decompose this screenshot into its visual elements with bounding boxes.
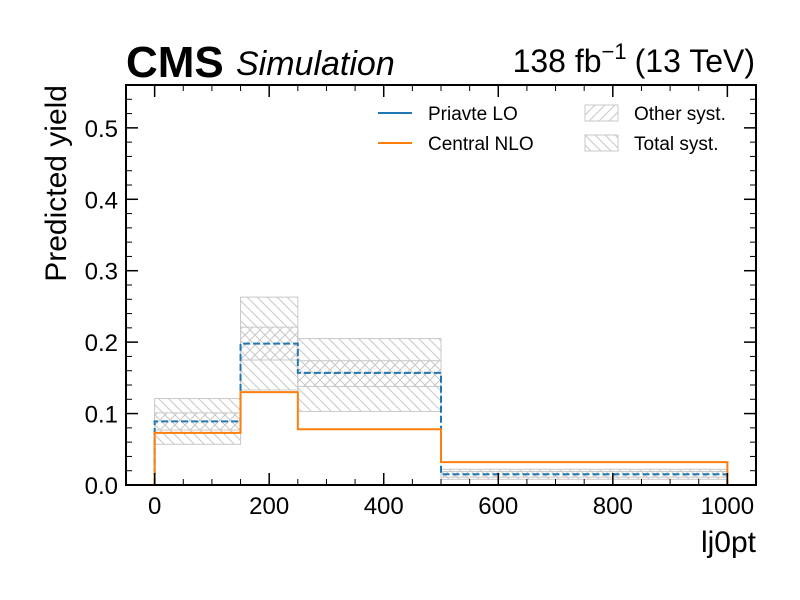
series-lines xyxy=(153,342,729,485)
y-tick-label: 0.5 xyxy=(85,116,118,143)
x-tick-label: 0 xyxy=(148,493,161,520)
band-total-syst-bin-2 xyxy=(297,338,442,412)
y-tick-label: 0.3 xyxy=(85,259,118,286)
legend: Priavte LO Central NLO Other syst. Total sy… xyxy=(378,104,726,155)
legend-swatch-total-syst xyxy=(584,134,619,152)
legend-label: Total syst. xyxy=(634,134,718,155)
y-tick-label: 0.0 xyxy=(85,473,118,500)
luminosity-label: 138 fb−1 (13 TeV) xyxy=(513,39,755,79)
legend-label: Other syst. xyxy=(634,104,726,125)
lumi-value: 138 fb xyxy=(513,43,602,79)
experiment-label: CMS xyxy=(126,38,224,87)
y-tick-label: 0.2 xyxy=(85,330,118,357)
legend-label: Central NLO xyxy=(428,134,534,155)
x-tick-label: 600 xyxy=(478,493,518,520)
status-label: Simulation xyxy=(236,45,395,83)
x-tick-label: 200 xyxy=(249,493,289,520)
series-line-priavte-lo xyxy=(153,342,729,485)
tick-labels: 0 200 400 600 800 1000 0.0 0.1 0.2 0.3 0.4 0.5 xyxy=(85,116,754,520)
x-tick-label: 1000 xyxy=(701,493,754,520)
lumi-exponent: −1 xyxy=(602,39,627,64)
y-tick-label: 0.4 xyxy=(85,187,118,214)
x-tick-label: 800 xyxy=(593,493,633,520)
x-axis-label: lj0pt xyxy=(701,526,757,559)
lumi-energy: (13 TeV) xyxy=(635,43,755,79)
plot-frame xyxy=(125,84,757,486)
legend-label: Priavte LO xyxy=(428,104,518,125)
x-tick-label: 400 xyxy=(364,493,404,520)
y-axis-label: Predicted yield xyxy=(40,85,73,282)
legend-swatch-other-syst xyxy=(584,104,619,122)
series-line-central-nlo xyxy=(153,391,729,485)
y-tick-label: 0.1 xyxy=(85,402,118,429)
